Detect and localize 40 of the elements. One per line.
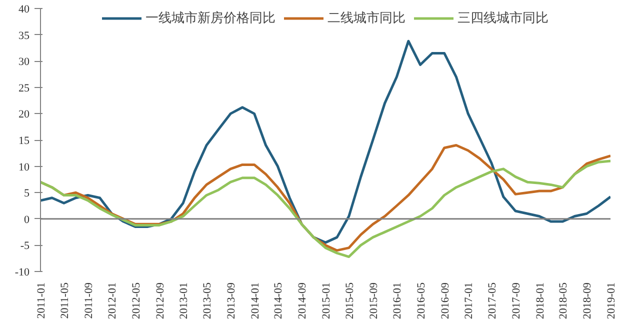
x-tick-label: 2012-05 [130, 282, 142, 320]
x-tick-label: 2012-09 [154, 282, 166, 320]
y-tick-label: 30 [18, 56, 30, 68]
y-tick-label: 10 [18, 161, 30, 174]
y-tick-label: 25 [18, 82, 30, 94]
x-tick-label: 2016-09 [439, 282, 452, 320]
y-tick-label: 35 [18, 30, 30, 42]
x-tick-label: 2013-01 [178, 282, 190, 320]
line-series [40, 160, 610, 258]
y-tick-label: -10 [14, 266, 30, 278]
y-tick-label: 40 [18, 4, 30, 16]
x-tick-label: 2017-09 [510, 282, 522, 320]
x-tick-label: 2014-05 [272, 282, 285, 320]
x-tick-label: 2015-05 [344, 282, 356, 320]
y-tick-label: 0 [24, 214, 30, 226]
x-tick-label: 2016-01 [392, 282, 404, 320]
x-tick-label: 2011-01 [36, 282, 48, 319]
x-tick-label: 2014-09 [296, 282, 309, 320]
x-tick-label: 2014-01 [249, 282, 262, 320]
legend-label: 二线城市同比 [328, 10, 406, 27]
x-tick-label: 2012-01 [106, 282, 119, 320]
x-tick-label: 2011-09 [82, 282, 95, 319]
x-tick-label: 2019-01 [606, 282, 618, 320]
x-tick-label: 2018-09 [582, 282, 594, 320]
x-tick-label: 2018-05 [558, 282, 570, 320]
x-tick-label: 2018-01 [534, 282, 546, 320]
legend-label: 一线城市新房价格同比 [146, 10, 276, 27]
x-tick-label: 2011-05 [58, 282, 71, 319]
x-tick-label: 2015-01 [320, 282, 332, 320]
legend-label: 三四线城市同比 [458, 10, 548, 27]
x-tick-label: 2013-09 [226, 282, 238, 320]
x-tick-label: 2017-01 [463, 282, 476, 320]
x-tick-label: 2017-05 [486, 282, 499, 320]
y-tick-label: 20 [18, 108, 30, 121]
y-tick-label: -5 [20, 240, 30, 252]
y-tick-label: 5 [24, 188, 30, 200]
x-tick-label: 2015-09 [368, 282, 380, 320]
x-tick-label: 2013-05 [202, 282, 214, 320]
y-tick-label: 15 [18, 135, 30, 147]
x-tick-label: 2016-05 [415, 282, 428, 320]
